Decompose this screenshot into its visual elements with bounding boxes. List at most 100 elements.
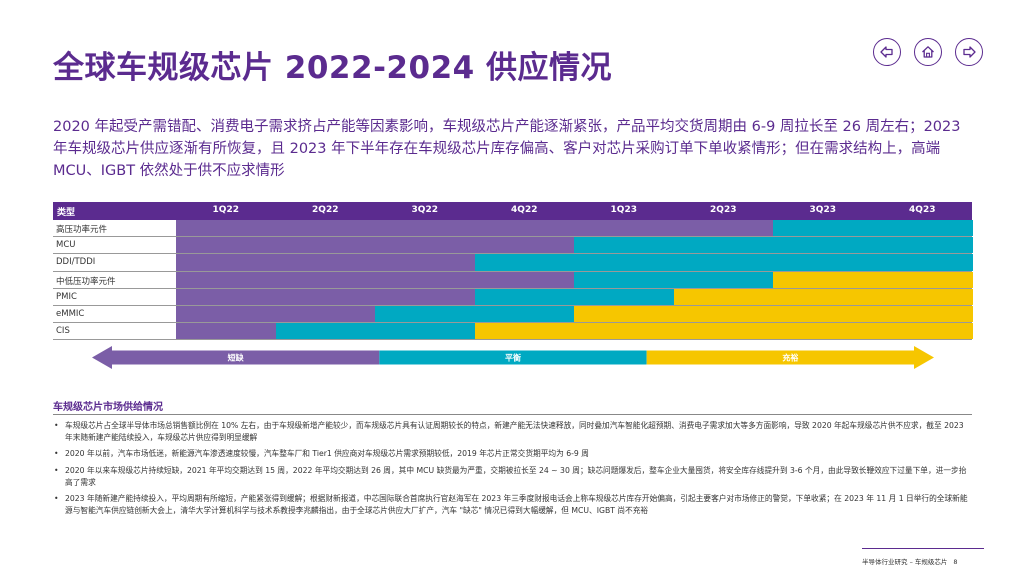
- quarter-tick-label: 1Q23: [610, 205, 637, 215]
- status-segment: [773, 237, 873, 254]
- status-segment: [474, 323, 575, 340]
- chart-header-row: 类型 1Q22 2Q22 3Q22 4Q22 1Q23 2Q23 3Q23 4Q23: [53, 202, 972, 220]
- quarter-tick-label: 3Q22: [411, 205, 438, 215]
- row-label: PMIC: [56, 291, 77, 302]
- row-label: MCU: [56, 240, 76, 251]
- legend-arrow-segment: [379, 350, 647, 365]
- status-segment: [574, 271, 674, 288]
- page-number: 8: [953, 558, 958, 566]
- status-segment: [474, 237, 575, 254]
- back-button[interactable]: [873, 38, 901, 66]
- status-segment: [574, 305, 674, 323]
- status-segment: [872, 271, 973, 288]
- status-segment: [574, 323, 674, 340]
- status-segment: [375, 305, 475, 323]
- footer-text: 半导体行业研究 – 车规级芯片: [862, 558, 948, 566]
- status-segment: [673, 323, 774, 340]
- status-segment: [375, 237, 475, 254]
- status-segment: [474, 220, 575, 237]
- status-segment: [673, 237, 774, 254]
- row-label: 中低压功率元件: [56, 276, 116, 287]
- status-segment: [872, 323, 973, 340]
- legend-label: 短缺: [228, 353, 245, 363]
- row-label: 高压功率元件: [56, 225, 108, 235]
- status-segment: [673, 305, 774, 323]
- status-segment: [176, 254, 276, 271]
- status-segment: [574, 237, 674, 254]
- back-arrow-icon: [880, 46, 893, 58]
- forward-arrow-icon: [963, 46, 976, 58]
- chart-row: 中低压功率元件: [53, 271, 973, 289]
- status-segment: [872, 305, 973, 323]
- footer: 半导体行业研究 – 车规级芯片 8: [862, 556, 958, 566]
- supply-status-chart: 类型 1Q22 2Q22 3Q22 4Q22 1Q23 2Q23 3Q23 4Q23 高压功率…: [53, 202, 973, 341]
- status-segment: [673, 288, 774, 305]
- section-title: 车规级芯片市场供给情况: [53, 402, 163, 413]
- status-segment: [474, 254, 575, 271]
- row-label: DDI/TDDI: [56, 257, 96, 268]
- status-segment: [375, 323, 475, 340]
- status-segment: [474, 305, 575, 323]
- home-button[interactable]: [914, 38, 942, 66]
- status-segment: [275, 288, 376, 305]
- status-segment: [773, 220, 873, 237]
- status-segment: [773, 271, 873, 288]
- quarter-tick-label: 4Q22: [511, 205, 538, 215]
- legend-arrow-segment: [646, 346, 934, 369]
- status-segment: [375, 220, 475, 237]
- legend-arrow-segment: [92, 346, 380, 369]
- status-segment: [275, 237, 376, 254]
- page-title: 全球车规级芯片 2022-2024 供应情况: [53, 50, 613, 86]
- status-segment: [574, 220, 674, 237]
- status-segment: [673, 254, 774, 271]
- quarter-tick-label: 3Q23: [809, 205, 836, 215]
- chart-row: DDI/TDDI: [53, 254, 973, 272]
- status-segment: [176, 271, 276, 288]
- intro-paragraph: 2020 年起受产需错配、消费电子需求挤占产能等因素影响，车规级芯片产能逐渐紧张…: [53, 119, 961, 179]
- status-segment: [275, 305, 376, 323]
- status-segment: [773, 305, 873, 323]
- status-segment: [375, 254, 475, 271]
- status-segment: [176, 323, 276, 340]
- status-segment: [872, 254, 973, 271]
- quarter-tick-label: 2Q23: [710, 205, 737, 215]
- status-segment: [474, 288, 575, 305]
- chart-body: 高压功率元件 MCU DDI/TDDI 中低压功率元件 PMIC eMMIC CIS: [53, 220, 973, 341]
- home-icon: [922, 46, 934, 58]
- status-segment: [574, 288, 674, 305]
- status-segment: [275, 271, 376, 288]
- status-segment: [773, 288, 873, 305]
- row-label: CIS: [56, 326, 70, 337]
- chart-row: eMMIC: [53, 305, 973, 324]
- legend-label: 充裕: [782, 353, 798, 363]
- legend-label: 平衡: [505, 353, 521, 363]
- nav-controls: [873, 38, 985, 68]
- chart-row: CIS: [53, 323, 973, 341]
- quarter-tick-label: 2Q22: [312, 205, 339, 215]
- status-segment: [872, 237, 973, 254]
- status-segment: [375, 288, 475, 305]
- status-segment: [872, 220, 973, 237]
- section-divider: [53, 414, 972, 415]
- status-segment: [275, 323, 376, 340]
- row-label: eMMIC: [56, 308, 85, 319]
- status-segment: [176, 220, 276, 237]
- status-legend-arrow: 短缺 平衡 充裕: [92, 346, 934, 369]
- chart-row: 高压功率元件: [53, 220, 973, 238]
- status-segment: [275, 254, 376, 271]
- status-segment: [176, 305, 276, 323]
- chart-row: PMIC: [53, 288, 973, 306]
- status-segment: [375, 271, 475, 288]
- forward-button[interactable]: [955, 38, 983, 66]
- quarter-tick-label: 1Q22: [212, 205, 239, 215]
- status-segment: [275, 220, 376, 237]
- status-segment: [176, 237, 276, 254]
- status-segment: [872, 288, 973, 305]
- status-segment: [474, 271, 575, 288]
- status-segment: [176, 288, 276, 305]
- bullet-list: 车规级芯片占全球半导体市场总销售额比例在 10% 左右，由于车规级新增产能较少，…: [53, 420, 972, 521]
- footer-divider: [862, 548, 984, 549]
- status-segment: [773, 323, 873, 340]
- bullet-item: 2020 年以前，汽车市场低迷，新能源汽车渗透速度较慢，汽车整车厂和 Tier1…: [53, 448, 972, 460]
- bullet-item: 2023 年随新建产能持续投入，平均周期有所缩短，产能紧张得到缓解；根据财新报道…: [53, 493, 972, 517]
